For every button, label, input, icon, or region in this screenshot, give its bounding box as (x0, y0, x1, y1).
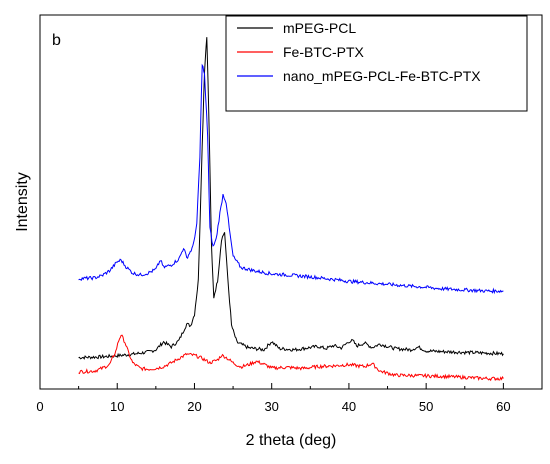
y-axis-label: Intensity (14, 172, 31, 232)
legend-box (225, 15, 528, 112)
legend-label-mpeg-pcl: mPEG-PCL (283, 20, 356, 36)
series-line-mpeg-pcl (78, 37, 504, 360)
panel-label: b (52, 32, 61, 49)
legend-label-fe-btc-ptx: Fe-BTC-PTX (283, 44, 365, 60)
x-tick-label: 40 (342, 399, 356, 414)
x-tick-label: 30 (264, 399, 278, 414)
x-axis-ticks: 0 10 20 30 40 50 60 (36, 383, 511, 414)
legend: mPEG-PCL Fe-BTC-PTX nano_mPEG-PCL-Fe-BTC… (225, 15, 528, 112)
x-tick-label: 60 (496, 399, 510, 414)
series-line-fe-btc-ptx (78, 334, 504, 382)
x-tick-label: 10 (110, 399, 124, 414)
legend-label-nano: nano_mPEG-PCL-Fe-BTC-PTX (283, 68, 481, 84)
series-layer (78, 37, 504, 382)
x-axis-label: 2 theta (deg) (246, 432, 337, 449)
x-tick-label: 20 (187, 399, 201, 414)
x-tick-label: 0 (36, 399, 43, 414)
x-tick-label: 50 (419, 399, 433, 414)
series-line-nano-mpeg-pcl-fe-btc-ptx (78, 63, 504, 295)
